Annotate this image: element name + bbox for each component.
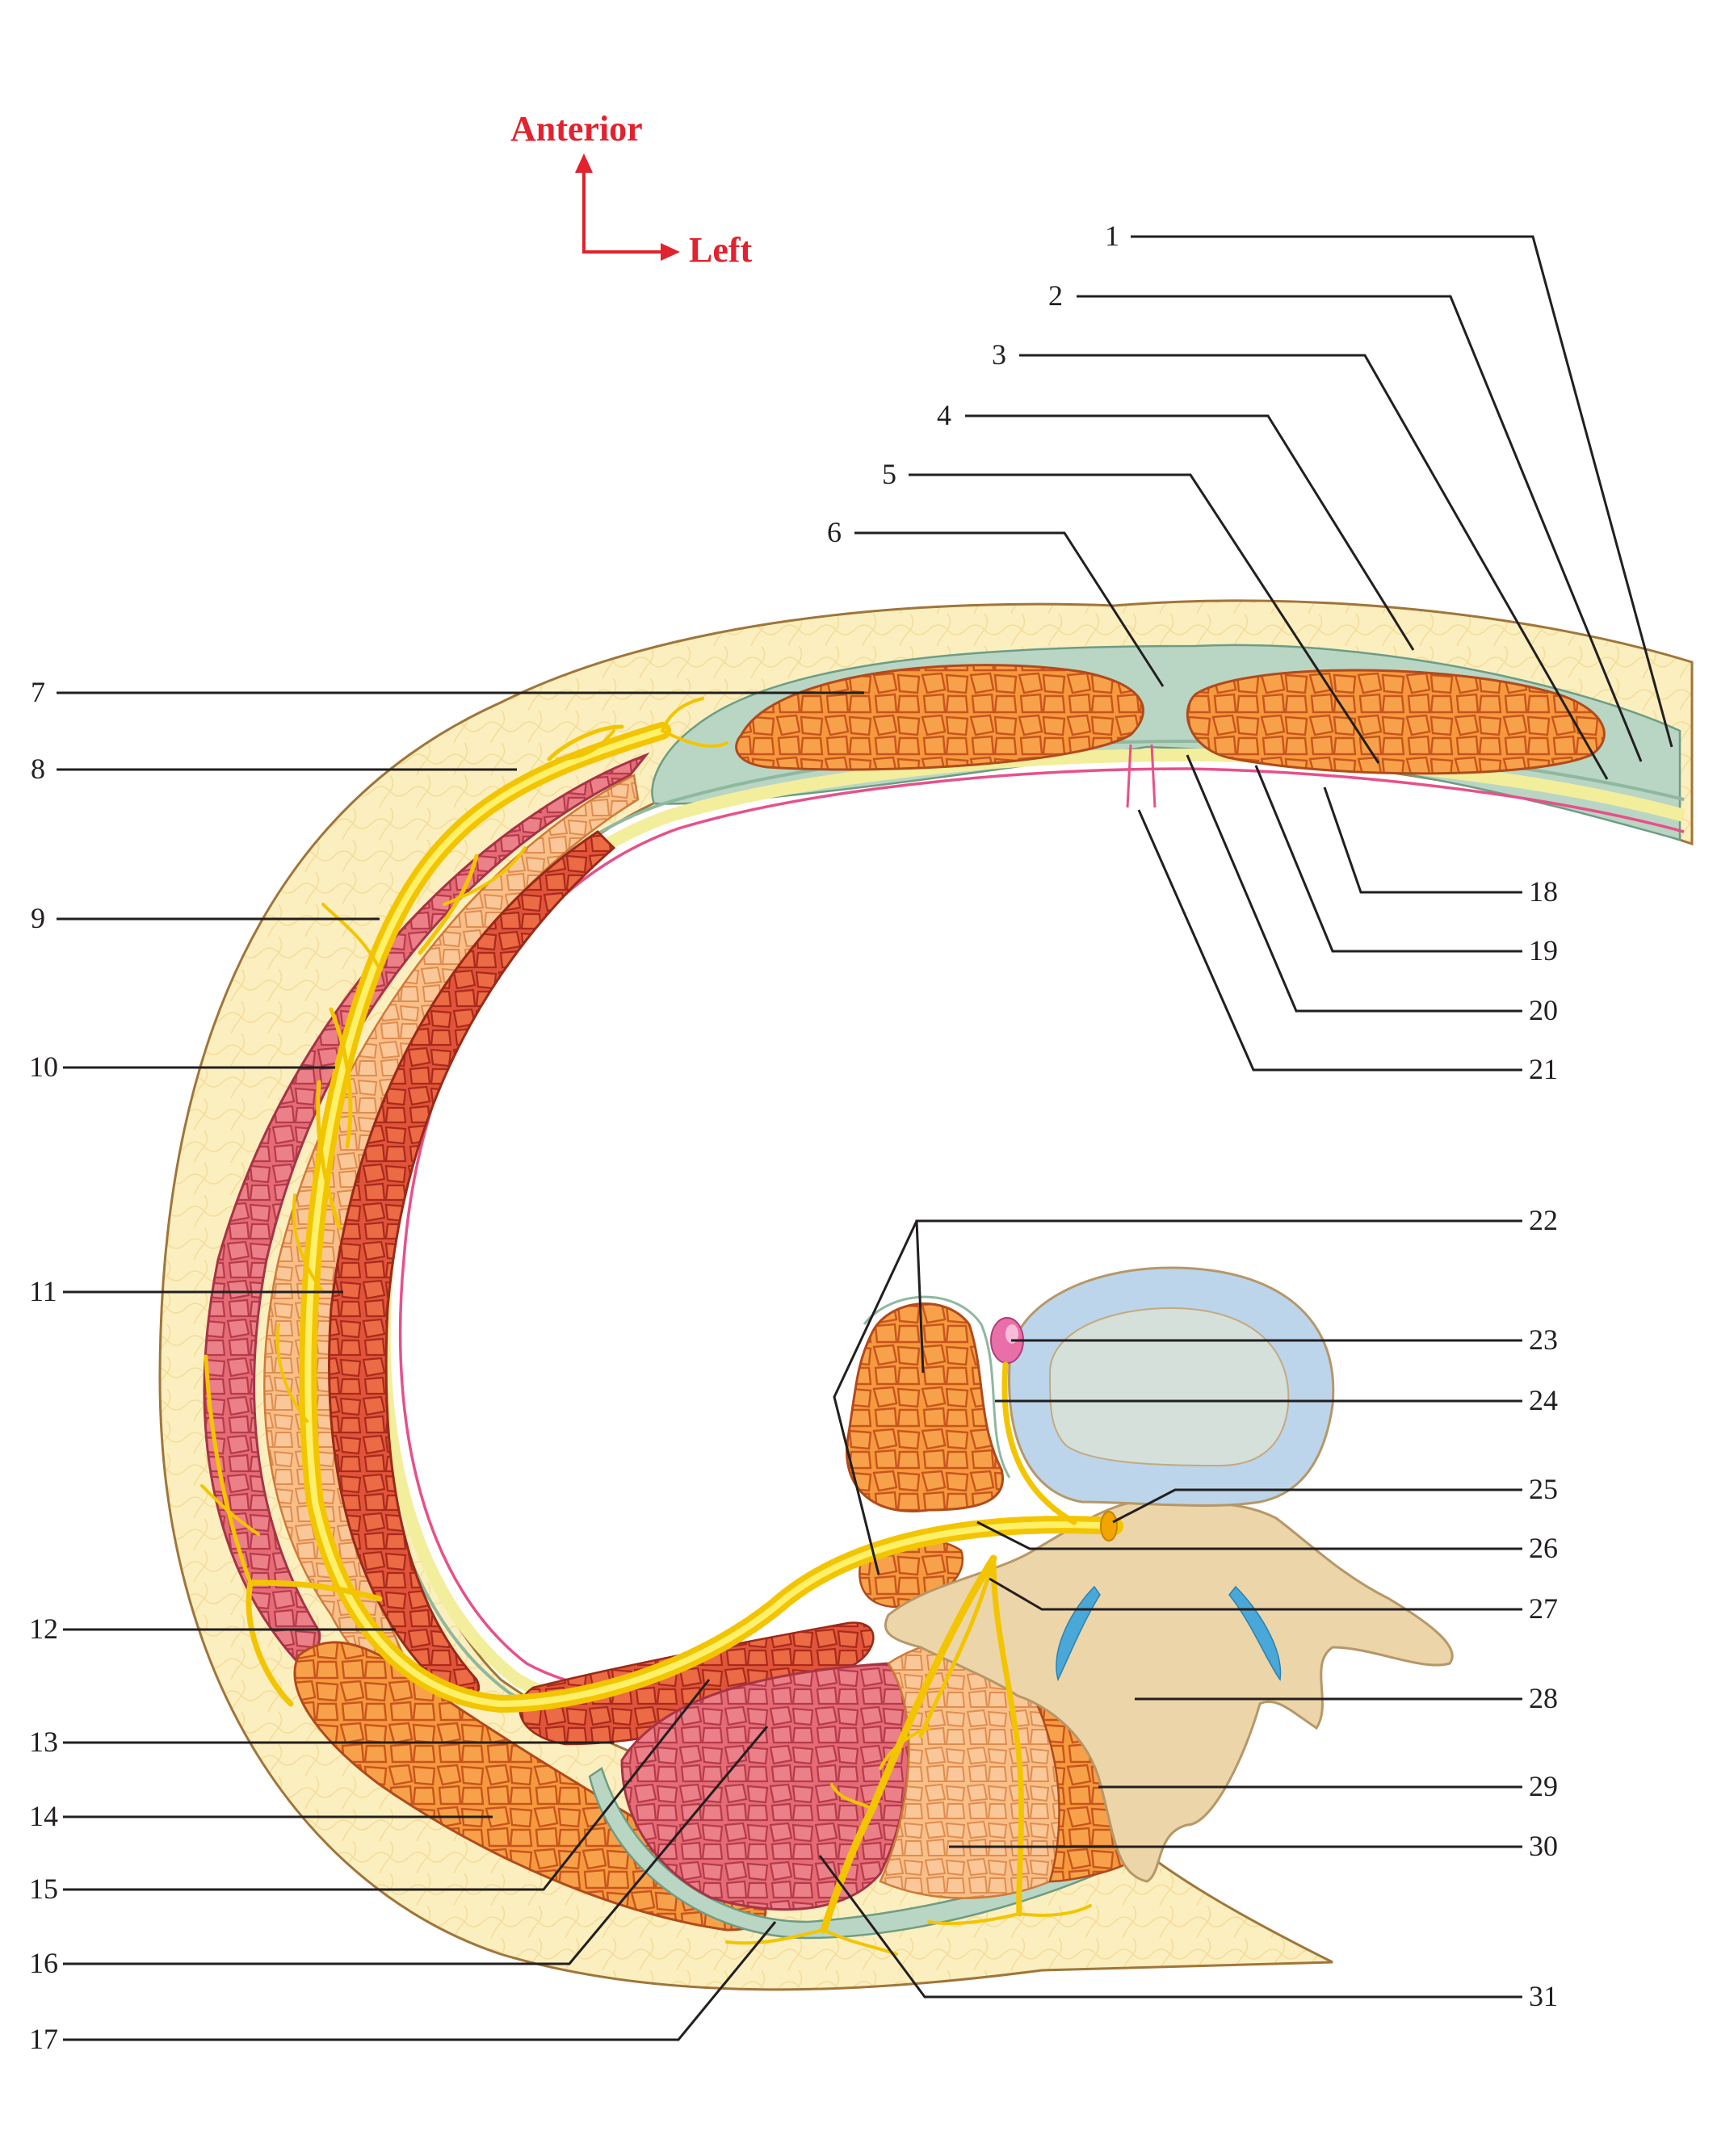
orientation-indicator: Anterior Left [510, 109, 753, 270]
label-20: 20 [1529, 994, 1558, 1026]
number-labels: 1 2 3 4 5 6 7 8 9 10 11 12 13 14 15 16 1… [29, 220, 1558, 2055]
label-9: 9 [31, 902, 45, 934]
label-25: 25 [1529, 1473, 1558, 1505]
psoas-major [846, 1302, 1004, 1512]
label-27: 27 [1529, 1592, 1558, 1625]
label-6: 6 [827, 516, 842, 548]
label-15: 15 [29, 1873, 58, 1905]
abdominal-wall-section [158, 599, 1694, 1991]
latissimus-dorsi [620, 1662, 910, 1911]
label-23: 23 [1529, 1323, 1558, 1356]
vertebra [884, 1266, 1454, 1883]
rectus-abdominis-left [1186, 669, 1606, 775]
label-26: 26 [1529, 1532, 1558, 1564]
label-7: 7 [31, 676, 45, 708]
leader-lines [57, 235, 1673, 2041]
label-29: 29 [1529, 1770, 1558, 1802]
label-31: 31 [1529, 1980, 1558, 2012]
anterior-arrowhead-icon [575, 153, 593, 173]
label-19: 19 [1529, 934, 1558, 967]
label-22: 22 [1529, 1204, 1558, 1236]
label-10: 10 [29, 1051, 58, 1083]
label-3: 3 [992, 338, 1006, 371]
label-4: 4 [937, 399, 951, 431]
label-5: 5 [882, 458, 896, 490]
nerves [200, 697, 1123, 1956]
label-14: 14 [29, 1800, 58, 1832]
left-label: Left [689, 230, 753, 270]
vertebral-body-inner [1048, 1307, 1290, 1467]
label-16: 16 [29, 1947, 58, 1979]
label-17: 17 [29, 2023, 58, 2055]
label-1: 1 [1105, 220, 1119, 252]
label-2: 2 [1048, 279, 1063, 312]
label-12: 12 [29, 1613, 58, 1645]
label-18: 18 [1529, 875, 1558, 908]
label-28: 28 [1529, 1682, 1558, 1714]
anterior-label: Anterior [510, 109, 643, 149]
left-arrowhead-icon [661, 243, 680, 261]
label-13: 13 [29, 1726, 58, 1758]
label-8: 8 [31, 753, 45, 785]
label-30: 30 [1529, 1830, 1558, 1862]
rectus-abdominis-right [735, 664, 1144, 771]
label-24: 24 [1529, 1384, 1558, 1416]
label-21: 21 [1529, 1053, 1558, 1085]
label-11: 11 [29, 1275, 57, 1307]
